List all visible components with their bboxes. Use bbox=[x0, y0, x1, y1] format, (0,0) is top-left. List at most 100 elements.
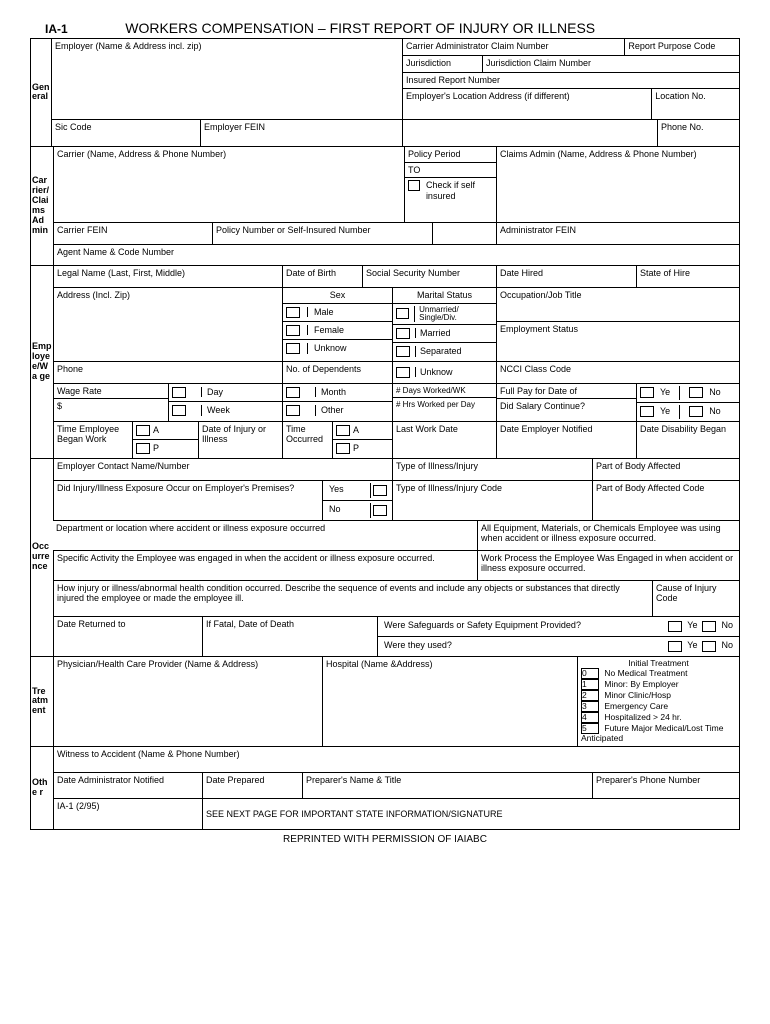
label-ssn: Social Security Number bbox=[363, 266, 497, 287]
checkbox-occ-pm[interactable] bbox=[336, 443, 350, 454]
checkbox-married[interactable] bbox=[396, 328, 410, 339]
label-admin-notified: Date Administrator Notified bbox=[53, 773, 203, 798]
label-premises: Did Injury/Illness Exposure Occur on Emp… bbox=[53, 481, 323, 520]
label-witness: Witness to Accident (Name & Phone Number… bbox=[53, 747, 739, 772]
checkbox-separated[interactable] bbox=[396, 346, 410, 357]
label-contact: Employer Contact Name/Number bbox=[53, 459, 393, 480]
label-blank bbox=[403, 120, 658, 146]
label-state-hire: State of Hire bbox=[637, 266, 739, 287]
label-jur-claim: Jurisdiction Claim Number bbox=[483, 56, 739, 72]
checkbox-marital-unknown[interactable] bbox=[396, 367, 410, 378]
tab-general: Gen eral bbox=[31, 39, 51, 146]
tab-other: Othe r bbox=[31, 747, 53, 829]
checkbox-sex-unknown[interactable] bbox=[286, 343, 300, 354]
checkbox-used-no[interactable] bbox=[702, 641, 716, 652]
label-emp-phone: Phone bbox=[53, 362, 283, 383]
label-full-pay: Full Pay for Date of bbox=[497, 384, 636, 400]
checkbox-week[interactable] bbox=[172, 405, 186, 416]
checkbox-fullpay-no[interactable] bbox=[689, 387, 703, 398]
label-jurisdiction: Jurisdiction bbox=[403, 56, 483, 72]
form-code: IA-1 bbox=[45, 22, 68, 36]
label-part-code: Part of Body Affected Code bbox=[593, 481, 739, 520]
label-equip: All Equipment, Materials, or Chemicals E… bbox=[478, 521, 739, 550]
label-dollar: $ bbox=[54, 399, 168, 414]
label-date-prep: Date Prepared bbox=[203, 773, 303, 798]
label-admin-fein: Administrator FEIN bbox=[497, 223, 739, 244]
label-carrier-fein: Carrier FEIN bbox=[53, 223, 213, 244]
form-container: Gen eral Employer (Name & Address incl. … bbox=[30, 38, 740, 830]
label-insured-report: Insured Report Number bbox=[403, 73, 739, 89]
tab-treatment: Tre atm ent bbox=[31, 657, 53, 747]
checkbox-t2[interactable]: 2 bbox=[581, 690, 599, 701]
label-report-purpose: Report Purpose Code bbox=[625, 39, 739, 55]
tab-employee: Emp loye e/Wa ge bbox=[31, 266, 53, 458]
checkbox-premises-yes[interactable] bbox=[373, 485, 387, 496]
checkbox-t0[interactable]: 0 bbox=[581, 668, 599, 679]
label-hospital: Hospital (Name &Address) bbox=[323, 657, 578, 747]
label-prep-phone: Preparer's Phone Number bbox=[593, 773, 739, 798]
label-carrier: Carrier (Name, Address & Phone Number) bbox=[53, 147, 405, 222]
checkbox-male[interactable] bbox=[286, 307, 300, 318]
label-sex-unknown: Unknow bbox=[307, 343, 347, 354]
label-used: Were they used? bbox=[381, 639, 666, 654]
label-carrier-claim: Carrier Administrator Claim Number bbox=[403, 39, 625, 55]
label-cause: Cause of Injury Code bbox=[653, 581, 739, 616]
label-policy-num: Policy Number or Self-Insured Number bbox=[213, 223, 433, 244]
checkbox-used-yes[interactable] bbox=[668, 641, 682, 652]
checkbox-month[interactable] bbox=[286, 387, 300, 398]
label-bottom-note: SEE NEXT PAGE FOR IMPORTANT STATE INFORM… bbox=[203, 799, 739, 829]
tab-occurrence: Occ urre nce bbox=[31, 459, 53, 656]
checkbox-self-insured[interactable] bbox=[408, 180, 420, 191]
label-days-wk: # Days Worked/WK bbox=[393, 384, 496, 399]
checkbox-safeguards-yes[interactable] bbox=[668, 621, 682, 632]
label-form-rev: IA-1 (2/95) bbox=[53, 799, 203, 829]
label-date-hired: Date Hired bbox=[497, 266, 637, 287]
label-sic: Sic Code bbox=[51, 120, 201, 146]
label-emp-notified: Date Employer Notified bbox=[497, 422, 637, 458]
checkbox-female[interactable] bbox=[286, 325, 300, 336]
checkbox-salary-no[interactable] bbox=[689, 406, 703, 417]
checkbox-fullpay-yes[interactable] bbox=[640, 387, 654, 398]
checkbox-safeguards-no[interactable] bbox=[702, 621, 716, 632]
label-female: Female bbox=[307, 325, 344, 336]
checkbox-occ-am[interactable] bbox=[336, 425, 350, 436]
label-returned: Date Returned to bbox=[53, 617, 203, 656]
checkbox-begin-pm[interactable] bbox=[136, 443, 150, 454]
label-phone: Phone No. bbox=[658, 120, 739, 146]
checkbox-premises-no[interactable] bbox=[373, 505, 387, 516]
label-month: Month bbox=[315, 387, 346, 398]
label-how: How injury or illness/abnormal health co… bbox=[53, 581, 653, 616]
label-emp-status: Employment Status bbox=[497, 322, 739, 361]
form-title: WORKERS COMPENSATION – FIRST REPORT OF I… bbox=[70, 20, 650, 36]
label-date-injury: Date of Injury or Illness bbox=[199, 422, 283, 458]
label-legal-name: Legal Name (Last, First, Middle) bbox=[53, 266, 283, 287]
checkbox-t1[interactable]: 1 bbox=[581, 679, 599, 690]
checkbox-t3[interactable]: 3 bbox=[581, 701, 599, 712]
checkbox-unmarried[interactable] bbox=[396, 308, 409, 319]
label-employer: Employer (Name & Address incl. zip) bbox=[55, 41, 399, 111]
label-marital: Marital Status bbox=[393, 288, 496, 304]
label-time-begin: Time Employee Began Work bbox=[53, 422, 133, 458]
checkbox-t4[interactable]: 4 bbox=[581, 712, 599, 723]
label-dept: Department or location where accident or… bbox=[53, 521, 478, 550]
label-fein: Employer FEIN bbox=[201, 120, 403, 146]
label-sex: Sex bbox=[283, 288, 392, 304]
label-employer-loc: Employer's Location Address (if differen… bbox=[403, 89, 652, 119]
checkbox-day[interactable] bbox=[172, 387, 186, 398]
label-activity: Specific Activity the Employee was engag… bbox=[53, 551, 478, 580]
label-init-treat: Initial Treatment bbox=[581, 659, 736, 669]
label-hrs-day: # Hrs Worked per Day bbox=[393, 398, 496, 412]
label-type-code: Type of Illness/Injury Code bbox=[393, 481, 593, 520]
label-loc-no: Location No. bbox=[652, 89, 739, 119]
footer-text: REPRINTED WITH PERMISSION OF IAIABC bbox=[30, 834, 740, 845]
label-physician: Physician/Health Care Provider (Name & A… bbox=[53, 657, 323, 747]
label-occupation: Occupation/Job Title bbox=[497, 288, 739, 322]
label-process: Work Process the Employee Was Engaged in… bbox=[478, 551, 739, 580]
checkbox-other[interactable] bbox=[286, 405, 300, 416]
label-other: Other bbox=[315, 405, 344, 416]
label-wage-rate: Wage Rate bbox=[54, 384, 168, 400]
checkbox-salary-yes[interactable] bbox=[640, 406, 654, 417]
label-marital-unknown: Unknow bbox=[415, 367, 453, 378]
checkbox-begin-am[interactable] bbox=[136, 425, 150, 436]
label-separated: Separated bbox=[415, 346, 462, 357]
